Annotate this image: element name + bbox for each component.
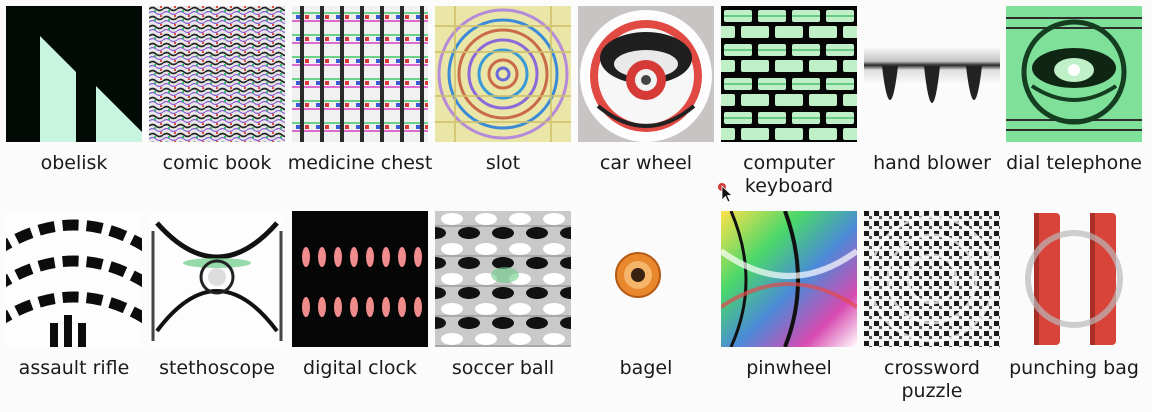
- caption-assault-rifle: assault rifle: [18, 357, 130, 379]
- caption-hand-blower: hand blower: [873, 152, 991, 174]
- computer-keyboard-pattern-image: [721, 6, 857, 142]
- crossword-puzzle-pattern-image: [864, 211, 1000, 347]
- caption-bagel: bagel: [619, 357, 673, 379]
- caption-stethoscope: stethoscope: [159, 357, 275, 379]
- caption-comic-book: comic book: [162, 152, 272, 174]
- assault-rifle-pattern-image: [6, 211, 142, 347]
- caption-punching-bag: punching bag: [1009, 357, 1139, 379]
- bagel-pattern-image: [578, 211, 714, 347]
- pinwheel-pattern-image: [721, 211, 857, 347]
- car-wheel-pattern-image: [578, 6, 714, 142]
- slot-pattern-image: [435, 6, 571, 142]
- caption-slot: slot: [485, 152, 521, 174]
- caption-obelisk: obelisk: [40, 152, 108, 174]
- caption-pinwheel: pinwheel: [746, 357, 832, 379]
- stethoscope-pattern-image: [149, 211, 285, 347]
- caption-car-wheel: car wheel: [599, 152, 693, 174]
- punching-bag-pattern-image: [1006, 211, 1142, 347]
- obelisk-pattern-image: [6, 6, 142, 142]
- comic-book-pattern-image: [149, 6, 285, 142]
- caption-dial-telephone: dial telephone: [1006, 152, 1142, 174]
- caption-soccer-ball: soccer ball: [451, 357, 555, 379]
- medicine-chest-pattern-image: [292, 6, 428, 142]
- caption-digital-clock: digital clock: [303, 357, 417, 379]
- dial-telephone-pattern-image: [1006, 6, 1142, 142]
- caption-computer-keyboard: computer keyboard: [743, 152, 835, 197]
- caption-crossword-puzzle: crossword puzzle: [884, 357, 980, 402]
- hand-blower-pattern-image: [864, 6, 1000, 142]
- soccer-ball-pattern-image: [435, 211, 571, 347]
- digital-clock-pattern-image: [292, 211, 428, 347]
- mouse-cursor-icon: [718, 183, 732, 203]
- caption-medicine-chest: medicine chest: [287, 152, 433, 174]
